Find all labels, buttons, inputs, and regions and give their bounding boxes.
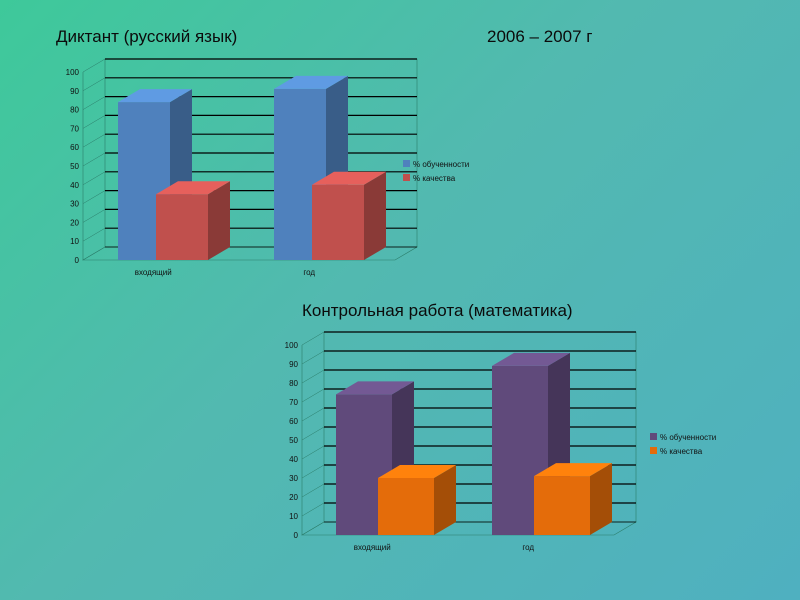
bar-top — [274, 75, 348, 89]
y-tick-label: 40 — [289, 455, 298, 464]
bar-top — [312, 171, 386, 185]
y-tick-label: 100 — [285, 341, 299, 350]
grid-diagonal — [301, 502, 325, 517]
bar-front — [378, 478, 434, 535]
bar-side — [208, 181, 230, 260]
chart-russian-dictation: 0 10 20 30 40 50 60 70 80 90 100 входящий год % обуче… — [66, 58, 469, 277]
legend-swatch — [403, 160, 410, 167]
grid-diagonal — [301, 445, 325, 460]
y-tick-label: 20 — [70, 218, 79, 227]
legend-swatch — [403, 174, 410, 181]
grid-diagonal — [82, 209, 106, 223]
bar-side — [434, 465, 456, 535]
x-category-label: входящий — [135, 268, 172, 277]
x-category-label: год — [303, 268, 315, 277]
legend-swatch — [650, 447, 657, 454]
grid-diagonal — [82, 77, 106, 92]
chart-math-test: 0 10 20 30 40 50 60 70 80 90 100 входящий год % обуче… — [285, 331, 716, 552]
y-tick-label: 20 — [289, 493, 298, 502]
y-tick-label: 90 — [289, 360, 298, 369]
y-tick-label: 10 — [70, 237, 79, 246]
y-tick-label: 40 — [70, 181, 79, 190]
y-tick-label: 60 — [70, 143, 79, 152]
bar-top — [336, 381, 414, 395]
grid-diagonal — [301, 464, 325, 479]
y-tick-label: 60 — [289, 417, 298, 426]
y-tick-label: 90 — [70, 87, 79, 96]
legend-label: % обученности — [413, 160, 469, 169]
chart-title-russian: Диктант (русский язык) — [56, 27, 238, 46]
bar-side — [590, 463, 612, 535]
y-tick-label: 50 — [289, 436, 298, 445]
grid-diagonal — [82, 152, 106, 167]
legend-swatch — [650, 433, 657, 440]
y-tick-label: 70 — [289, 398, 298, 407]
grid-diagonal — [82, 227, 106, 242]
y-tick-label: 30 — [289, 474, 298, 483]
y-tick-label: 10 — [289, 512, 298, 521]
grid-diagonal — [301, 407, 325, 422]
legend-label: % обученности — [660, 433, 716, 442]
grid-diagonal — [301, 331, 325, 346]
chart-title-math: Контрольная работа (математика) — [302, 301, 573, 320]
grid-diagonal — [82, 171, 106, 186]
bar-top — [118, 89, 192, 103]
school-year-label: 2006 – 2007 г — [487, 27, 593, 46]
grid-diagonal — [301, 483, 325, 498]
grid-diagonal — [82, 58, 106, 73]
grid-diagonal — [301, 388, 325, 403]
y-tick-label: 50 — [70, 162, 79, 171]
y-tick-label: 0 — [75, 256, 80, 265]
bar-top — [534, 463, 612, 477]
bar-front — [156, 194, 208, 260]
grid-diagonal — [82, 190, 106, 204]
bar-front — [534, 476, 590, 535]
x-category-label: входящий — [354, 543, 391, 552]
y-tick-label: 100 — [66, 68, 80, 77]
bar-top — [378, 465, 456, 478]
y-tick-label: 80 — [289, 379, 298, 388]
grid-diagonal — [82, 133, 106, 148]
y-tick-label: 80 — [70, 106, 79, 115]
y-tick-label: 0 — [294, 531, 299, 540]
grid-diagonal — [82, 246, 106, 261]
y-tick-label: 30 — [70, 200, 79, 209]
bar-front — [312, 184, 364, 260]
grid-diagonal — [301, 369, 325, 384]
grid-diagonal — [82, 96, 106, 110]
grid-diagonal — [301, 521, 325, 536]
legend-label: % качества — [413, 174, 456, 183]
x-category-label: год — [522, 543, 534, 552]
legend-label: % качества — [660, 447, 703, 456]
y-tick-label: 70 — [70, 124, 79, 133]
grid-diagonal — [82, 115, 106, 129]
bar-side — [364, 171, 386, 260]
bar-top — [156, 181, 230, 195]
grid-diagonal — [301, 426, 325, 441]
grid-diagonal — [301, 350, 325, 365]
bar-top — [492, 352, 570, 366]
